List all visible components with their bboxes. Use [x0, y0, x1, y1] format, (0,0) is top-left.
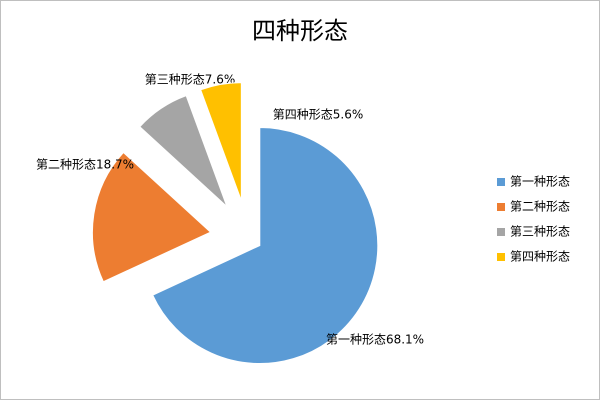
pie-slice	[200, 82, 242, 201]
chart-title: 四种形态	[252, 17, 348, 45]
data-label: 第四种形态5.6%	[273, 108, 364, 122]
legend-label: 第二种形态	[510, 200, 570, 214]
data-label: 第三种形态7.6%	[145, 73, 236, 87]
legend-swatch	[497, 203, 505, 211]
legend-label: 第三种形态	[510, 225, 570, 239]
pie-slice	[152, 127, 379, 365]
legend-swatch	[497, 178, 505, 186]
data-label: 第一种形态68.1%	[326, 333, 424, 347]
data-label: 第二种形态18.7%	[36, 158, 134, 172]
pie-slice	[91, 151, 212, 283]
legend-swatch	[497, 228, 505, 236]
legend-label: 第四种形态	[510, 250, 570, 264]
legend-swatch	[497, 253, 505, 261]
pie-slice	[139, 95, 228, 207]
legend-label: 第一种形态	[510, 175, 570, 189]
